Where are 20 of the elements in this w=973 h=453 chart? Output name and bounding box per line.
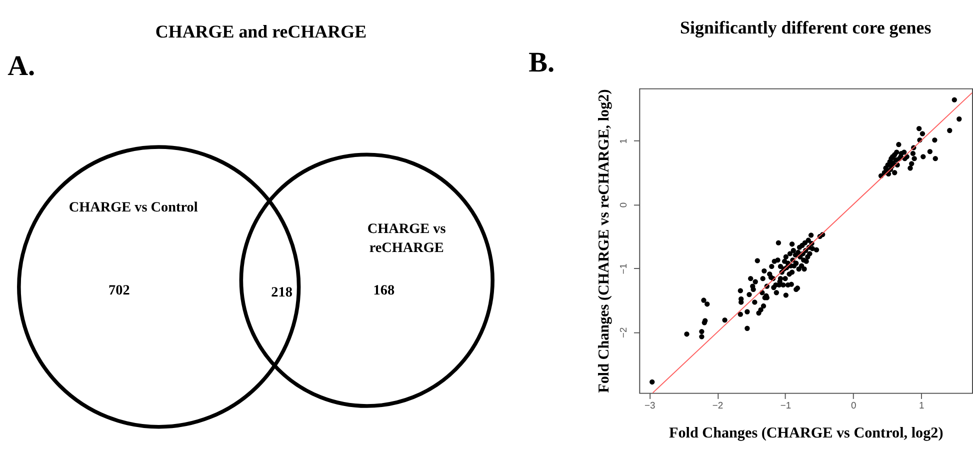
category-label: CHARGE vs reCHARGE — [367, 221, 446, 256]
y-tick-label: 0 — [618, 202, 630, 208]
category-label: CHARGE vs Control — [68, 199, 198, 216]
data-label: 702 — [108, 282, 130, 298]
x-tick-label: 0 — [851, 400, 856, 412]
text: A. — [8, 51, 36, 82]
y-axis-title: Fold Changes (CHARGE vs reCHARGE, log2) — [596, 89, 612, 393]
data-label: 218 — [271, 284, 292, 300]
data-label: 168 — [373, 282, 395, 298]
text: B. — [528, 47, 555, 78]
x-tick-label: 1 — [918, 400, 924, 412]
x-tick-label: −2 — [712, 400, 724, 412]
text: CHARGE and reCHARGE — [155, 21, 367, 42]
y-tick-label: −1 — [618, 263, 630, 274]
x-axis-title: Fold Changes (CHARGE vs Control, log2) — [668, 426, 944, 442]
y-tick-label: 1 — [618, 138, 630, 144]
x-tick-label: −3 — [644, 400, 656, 412]
y-tick-label: −2 — [618, 327, 630, 338]
chart-title: Significantly different core genes — [680, 18, 932, 38]
x-tick-label: −1 — [780, 400, 792, 412]
